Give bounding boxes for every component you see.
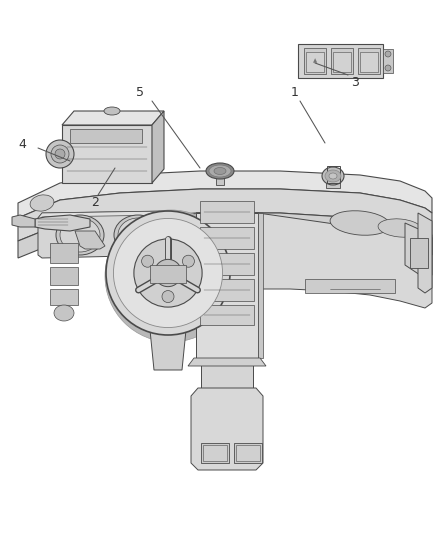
Polygon shape: [418, 213, 432, 293]
Ellipse shape: [118, 218, 158, 252]
Bar: [70, 129, 142, 143]
Polygon shape: [188, 358, 266, 366]
Bar: [326, 180, 340, 188]
Bar: [203, 445, 227, 461]
Polygon shape: [152, 111, 164, 183]
Ellipse shape: [206, 163, 234, 179]
Polygon shape: [18, 189, 432, 241]
Ellipse shape: [54, 305, 74, 321]
Circle shape: [55, 149, 65, 159]
Circle shape: [385, 51, 391, 57]
Polygon shape: [405, 223, 432, 275]
Polygon shape: [196, 213, 258, 358]
Ellipse shape: [325, 170, 341, 182]
Ellipse shape: [209, 165, 231, 177]
Polygon shape: [18, 213, 432, 258]
Polygon shape: [35, 215, 90, 231]
Bar: [358, 48, 380, 74]
Circle shape: [106, 211, 230, 335]
Bar: [50, 289, 78, 305]
Circle shape: [134, 239, 202, 307]
Polygon shape: [258, 213, 432, 308]
Text: 2: 2: [91, 197, 99, 209]
Polygon shape: [258, 213, 263, 358]
Ellipse shape: [30, 195, 54, 211]
Bar: [200, 227, 254, 249]
Polygon shape: [150, 330, 186, 370]
Text: 3: 3: [351, 77, 359, 90]
Polygon shape: [38, 211, 175, 221]
Bar: [304, 48, 326, 74]
Polygon shape: [196, 213, 263, 218]
Bar: [305, 279, 395, 293]
Text: 5: 5: [136, 86, 144, 100]
Bar: [50, 267, 78, 285]
Bar: [333, 52, 351, 72]
Polygon shape: [62, 125, 152, 183]
Text: ▲: ▲: [313, 59, 317, 63]
Circle shape: [46, 140, 74, 168]
Bar: [200, 305, 254, 325]
Polygon shape: [18, 171, 432, 218]
Bar: [200, 279, 254, 301]
Polygon shape: [75, 231, 105, 249]
Polygon shape: [150, 265, 186, 283]
Ellipse shape: [214, 167, 226, 174]
Circle shape: [141, 255, 154, 267]
Text: 4: 4: [18, 139, 26, 151]
Ellipse shape: [322, 167, 344, 185]
Bar: [234, 443, 262, 463]
Polygon shape: [383, 49, 393, 73]
Circle shape: [162, 290, 174, 303]
Bar: [236, 445, 260, 461]
Circle shape: [154, 260, 182, 287]
Bar: [360, 52, 378, 72]
Ellipse shape: [114, 215, 162, 255]
Bar: [200, 201, 254, 223]
Ellipse shape: [329, 173, 337, 179]
Bar: [410, 238, 428, 268]
Ellipse shape: [104, 107, 120, 115]
Polygon shape: [201, 358, 253, 388]
Bar: [201, 443, 229, 463]
Ellipse shape: [56, 215, 104, 255]
Bar: [216, 175, 224, 185]
Ellipse shape: [60, 218, 100, 252]
Polygon shape: [12, 215, 35, 227]
Bar: [331, 48, 353, 74]
Circle shape: [182, 255, 194, 267]
Circle shape: [113, 219, 223, 328]
Circle shape: [105, 210, 237, 342]
Polygon shape: [191, 388, 263, 470]
Polygon shape: [38, 211, 175, 258]
Ellipse shape: [378, 219, 422, 237]
Ellipse shape: [330, 211, 390, 235]
Polygon shape: [62, 111, 164, 125]
Text: 1: 1: [291, 86, 299, 100]
Bar: [200, 253, 254, 275]
Circle shape: [385, 65, 391, 71]
Bar: [50, 243, 78, 263]
Circle shape: [51, 145, 69, 163]
Bar: [306, 52, 324, 72]
Polygon shape: [298, 44, 383, 78]
